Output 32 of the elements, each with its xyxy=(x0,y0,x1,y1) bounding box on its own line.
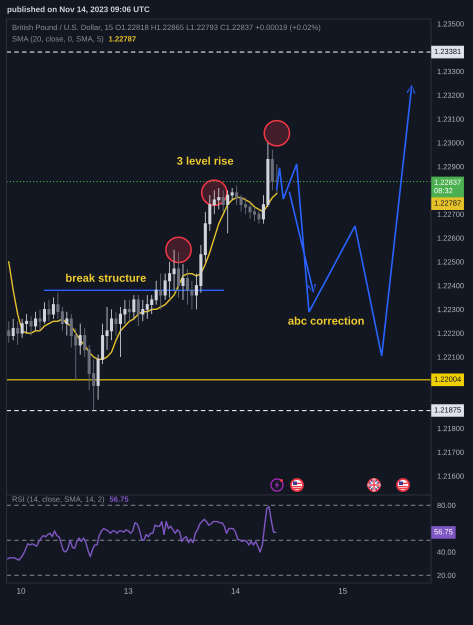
candlestick xyxy=(78,323,82,355)
candlestick xyxy=(42,302,46,324)
point xyxy=(263,120,290,147)
candlestick xyxy=(38,308,42,332)
annotation: break structure xyxy=(66,274,146,282)
line-series xyxy=(8,192,278,360)
candlestick xyxy=(20,318,24,338)
candlestick xyxy=(47,299,50,322)
x-tick-label: 15 xyxy=(338,588,347,594)
chart-title: published on Nov 14, 2023 09:06 UTC xyxy=(8,6,150,14)
annotation: abc correction xyxy=(288,316,364,325)
x-tick-label: 10 xyxy=(17,588,26,594)
candlestick xyxy=(270,149,274,191)
candlestick xyxy=(176,252,180,298)
candlestick xyxy=(159,273,162,310)
candlestick xyxy=(52,297,55,320)
line-series xyxy=(6,506,276,561)
point xyxy=(165,236,192,264)
x-tick-label: 13 xyxy=(124,588,132,594)
candlestick xyxy=(248,202,252,220)
candlestick xyxy=(257,208,261,224)
candlestick xyxy=(132,294,136,320)
annotation: 3 level rise xyxy=(177,156,234,165)
candlestick xyxy=(30,316,33,336)
candlestick xyxy=(34,311,38,332)
candlestick xyxy=(128,299,131,322)
candlestick xyxy=(181,264,185,300)
candlestick xyxy=(114,311,118,336)
candlestick xyxy=(222,190,225,212)
candlestick xyxy=(186,268,190,306)
x-tick-label: 14 xyxy=(232,588,240,594)
candlestick xyxy=(252,206,256,222)
